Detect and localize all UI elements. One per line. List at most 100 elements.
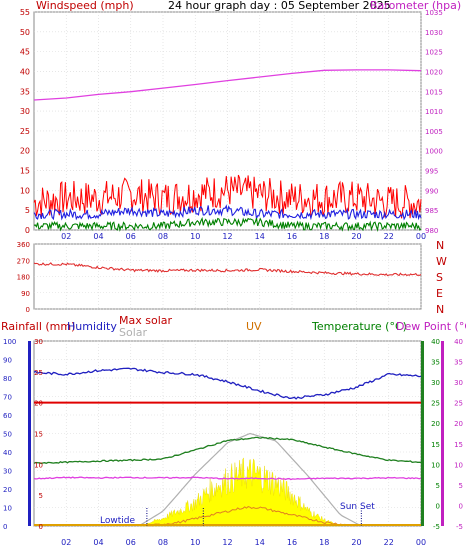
chart3-x-tick: 20	[351, 538, 361, 547]
chart1-grid	[34, 11, 422, 231]
chart1-x-tick: 12	[222, 232, 232, 241]
chart1-title: 24 hour graph day : 05 September 2025	[168, 0, 391, 12]
chart1-x-tick: 08	[158, 232, 168, 241]
humidity-tick: 70	[3, 394, 12, 402]
humidity-line	[33, 367, 422, 400]
temperature-tick: 25	[431, 400, 440, 408]
dewpoint-tick: 35	[454, 359, 463, 367]
compass-n-top: N	[436, 239, 444, 252]
chart1-x-tick: 22	[384, 232, 394, 241]
temperature-tick: 35	[431, 359, 440, 367]
chart1-x-tick: 16	[287, 232, 297, 241]
chart1-left-tick: 15	[20, 167, 30, 176]
humidity-tick: 80	[3, 375, 12, 383]
temperature-line	[33, 436, 421, 465]
chart1-left-tick: 40	[20, 67, 30, 76]
temperature-tick: 10	[431, 461, 440, 469]
humidity-tick: 20	[3, 486, 12, 494]
rain-tick: 10	[34, 461, 43, 469]
chart1-x-tick: 06	[126, 232, 136, 241]
chart2-grid	[34, 243, 422, 310]
chart1-left-tick: 30	[20, 107, 30, 116]
chart1-right-tick: 1010	[425, 108, 443, 116]
chart3-x-tick: 12	[222, 538, 232, 547]
chart1-right-label: Barometer (hpa)	[370, 0, 461, 12]
chart1-left-tick: 25	[20, 127, 30, 136]
humidity-tick: 0	[3, 523, 7, 531]
dewpoint-axis-bar	[441, 341, 444, 526]
chart1-left-tick: 45	[20, 48, 30, 57]
chart1-x-tick: 14	[255, 232, 265, 241]
chart1-right-tick: 1000	[425, 148, 443, 156]
sunset-annotation: Sun Set	[340, 502, 375, 512]
dewpoint-tick: 40	[454, 338, 463, 346]
temperature-tick: -5	[433, 523, 440, 531]
chart1-x-tick: 18	[319, 232, 329, 241]
average-line	[33, 204, 422, 221]
chart3-x-tick: 18	[319, 538, 329, 547]
max-solar-label: Max solar	[119, 314, 172, 327]
humidity-tick: 100	[3, 338, 16, 346]
chart1-left-tick: 55	[20, 8, 30, 17]
chart2-left-tick: 360	[17, 241, 30, 249]
barometer-line	[33, 69, 422, 101]
gust-line	[33, 174, 422, 219]
chart-series	[33, 69, 422, 527]
temperature-tick: 40	[431, 338, 440, 346]
wind-direction-line	[33, 262, 422, 277]
dewpoint-tick: 5	[459, 482, 463, 490]
chart1-right-tick: 990	[425, 187, 438, 195]
chart1-right-tick: 1020	[425, 68, 443, 76]
chart1-right-tick: 1035	[425, 9, 443, 17]
chart1-x-tick: 10	[190, 232, 200, 241]
rainfall-label: Rainfall (mm)	[1, 320, 75, 333]
chart3-x-tick: 10	[190, 538, 200, 547]
humidity-tick: 60	[3, 412, 12, 420]
temperature-tick: 15	[431, 441, 440, 449]
rain-tick: 15	[34, 431, 43, 439]
chart1-x-tick: 02	[61, 232, 71, 241]
humidity-axis-bar	[28, 341, 31, 526]
chart1-left-tick: 20	[20, 147, 30, 156]
chart1-left-tick: 10	[20, 186, 30, 195]
uv-label: UV	[246, 320, 262, 333]
chart2-left-tick: 180	[17, 274, 30, 282]
chart3-x-tick: 14	[255, 538, 265, 547]
chart-ticks: 0510152025303540455055980985990995100010…	[3, 8, 463, 547]
humidity-tick: 50	[3, 431, 12, 439]
chart3-x-tick: 22	[384, 538, 394, 547]
speed-line	[33, 216, 422, 232]
max-solar-line	[138, 432, 362, 527]
rain-tick: 0	[39, 523, 43, 531]
humidity-label: Humidity	[67, 320, 117, 333]
chart3-x-tick: 16	[287, 538, 297, 547]
chart1-right-tick: 1015	[425, 88, 443, 96]
chart1-left-tick: 5	[25, 206, 30, 215]
humidity-tick: 30	[3, 468, 12, 476]
dewpoint-tick: 0	[459, 502, 463, 510]
chart1-x-tick: 20	[351, 232, 361, 241]
temperature-tick: 0	[436, 502, 440, 510]
compass-n-bottom: N	[436, 303, 444, 316]
rain-tick: 30	[34, 338, 43, 346]
humidity-tick: 10	[3, 505, 12, 513]
rain-tick: 5	[39, 492, 43, 500]
humidity-tick: 40	[3, 449, 12, 457]
chart2-left-tick: 90	[21, 290, 30, 298]
temperature-axis-bar	[421, 341, 424, 526]
dewpoint-tick: 10	[454, 461, 463, 469]
chart1-left-label: Windspeed (mph)	[36, 0, 134, 12]
dewpoint-tick: 25	[454, 400, 463, 408]
chart1-right-tick: 1005	[425, 128, 443, 136]
chart1-left-tick: 35	[20, 87, 30, 96]
chart1-left-tick: 0	[25, 226, 30, 235]
temperature-tick: 30	[431, 379, 440, 387]
chart3-x-tick: 06	[126, 538, 136, 547]
dewpoint-tick: -5	[456, 523, 463, 531]
chart1-left-tick: 50	[20, 28, 30, 37]
compass-s: S	[436, 271, 443, 284]
temperature-tick: 20	[431, 420, 440, 428]
dewpoint-tick: 15	[454, 441, 463, 449]
chart2-left-tick: 270	[17, 257, 30, 265]
